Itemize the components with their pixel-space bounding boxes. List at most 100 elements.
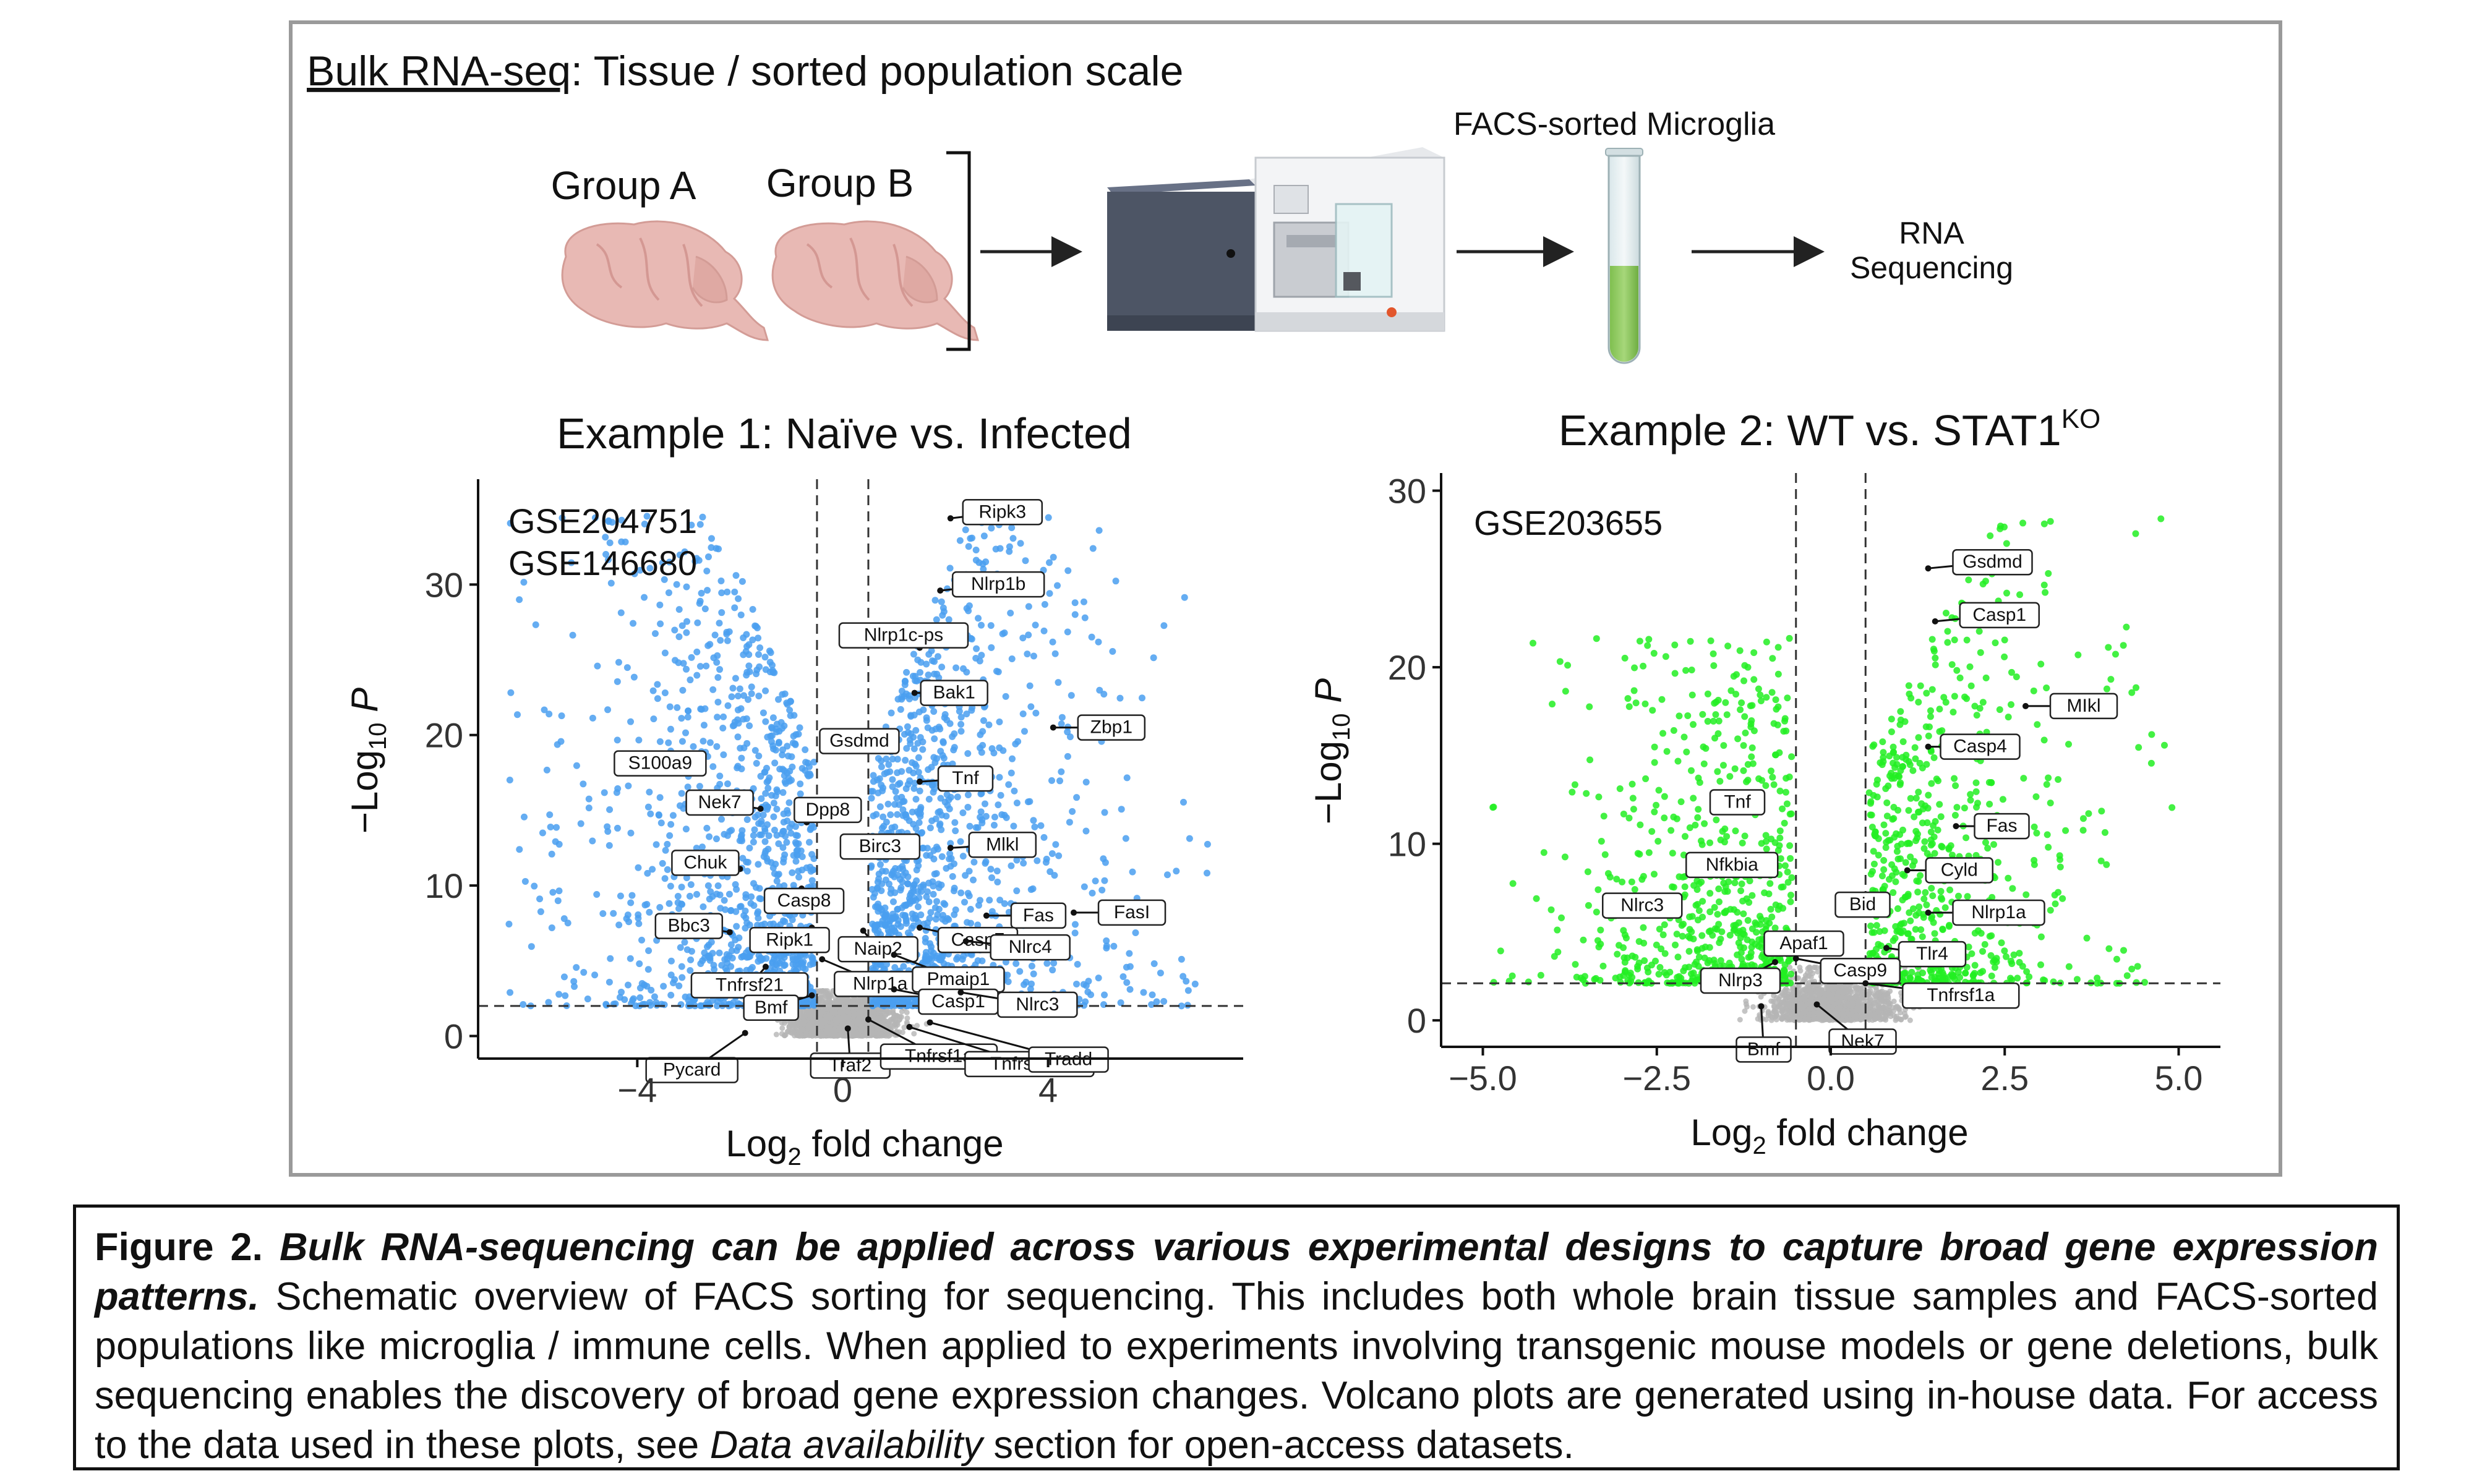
significant-point — [624, 981, 631, 989]
significant-point — [630, 620, 637, 627]
significant-point — [713, 743, 721, 750]
significant-point — [1153, 998, 1160, 1005]
nonsig-point — [824, 991, 831, 997]
nonsig-point — [829, 1006, 835, 1012]
significant-point — [685, 707, 692, 715]
significant-point — [1048, 777, 1055, 784]
significant-point — [907, 712, 915, 719]
significant-point — [606, 978, 613, 986]
nonsig-point — [844, 1000, 850, 1006]
significant-point — [720, 751, 727, 759]
significant-point — [628, 892, 636, 899]
significant-point — [1002, 693, 1009, 700]
significant-point — [675, 659, 682, 667]
significant-point — [1042, 859, 1050, 866]
significant-point — [1058, 714, 1066, 721]
significant-point — [1123, 979, 1131, 986]
significant-point — [737, 705, 745, 712]
significant-point — [923, 851, 930, 859]
gene-label: Tnf — [952, 768, 979, 788]
significant-point — [708, 535, 715, 542]
significant-point — [651, 630, 659, 638]
significant-point — [698, 843, 706, 851]
significant-point — [1181, 594, 1188, 601]
significant-point — [914, 888, 922, 895]
significant-point — [933, 755, 941, 762]
gene-label: Dpp8 — [805, 800, 850, 820]
significant-point — [777, 953, 784, 960]
nonsig-point — [855, 999, 862, 1005]
gene-point — [937, 587, 944, 594]
significant-point — [784, 743, 791, 750]
significant-point — [506, 776, 513, 783]
significant-point — [678, 884, 685, 891]
significant-point — [703, 824, 711, 832]
significant-point — [706, 833, 713, 840]
gene-label: Tnfrsf1a — [905, 1046, 973, 1067]
significant-point — [1088, 633, 1095, 641]
significant-point — [555, 991, 563, 998]
gene-label: Nlrp1c-ps — [864, 625, 943, 646]
significant-point — [931, 735, 938, 743]
significant-point — [1058, 768, 1065, 775]
y-tick-label: 10 — [425, 866, 463, 905]
significant-point — [627, 899, 635, 906]
significant-point — [980, 532, 988, 540]
significant-point — [580, 780, 587, 788]
significant-point — [1132, 929, 1139, 936]
gene-label: S100a9 — [628, 753, 692, 774]
significant-point — [988, 524, 995, 532]
significant-point — [1050, 553, 1057, 561]
significant-point — [703, 662, 710, 670]
significant-point — [708, 544, 715, 552]
significant-point — [878, 763, 885, 770]
significant-point — [897, 884, 905, 892]
significant-point — [678, 963, 685, 970]
significant-point — [693, 648, 701, 655]
significant-point — [912, 727, 920, 734]
significant-point — [743, 949, 750, 957]
significant-point — [684, 783, 691, 791]
significant-point — [878, 887, 885, 895]
significant-point — [688, 654, 695, 661]
significant-point — [516, 846, 523, 853]
significant-point — [956, 537, 964, 544]
significant-point — [786, 824, 794, 831]
significant-point — [809, 866, 816, 874]
significant-point — [792, 858, 800, 865]
significant-point — [910, 745, 918, 753]
chart1-gene-labels: Ripk3Nlrp1bNlrp1c-psBak1Zbp1GsdmdS100a9T… — [614, 499, 1166, 1083]
significant-point — [560, 973, 568, 981]
significant-point — [703, 568, 711, 575]
significant-point — [775, 840, 782, 847]
significant-point — [957, 728, 965, 735]
significant-point — [653, 841, 660, 848]
significant-point — [720, 713, 727, 720]
significant-point — [614, 824, 621, 832]
significant-point — [635, 736, 643, 744]
significant-point — [1046, 559, 1053, 566]
significant-point — [753, 670, 760, 678]
significant-point — [883, 819, 890, 826]
significant-point — [931, 658, 938, 665]
significant-point — [1055, 679, 1062, 686]
significant-point — [871, 923, 878, 930]
nonsig-point — [797, 1029, 803, 1035]
significant-point — [627, 718, 635, 725]
significant-point — [995, 801, 1002, 809]
significant-point — [762, 718, 769, 725]
significant-point — [779, 827, 787, 835]
significant-point — [659, 859, 666, 867]
significant-point — [802, 746, 809, 754]
significant-point — [933, 898, 941, 905]
gene-point — [916, 924, 923, 931]
significant-point — [882, 876, 889, 884]
group-bracket — [946, 151, 971, 351]
nonsig-point — [818, 1020, 824, 1026]
significant-point — [930, 708, 938, 715]
significant-point — [714, 698, 722, 706]
significant-point — [787, 697, 794, 705]
significant-point — [1064, 753, 1071, 760]
significant-point — [773, 877, 781, 885]
nonsig-point — [861, 1028, 867, 1034]
